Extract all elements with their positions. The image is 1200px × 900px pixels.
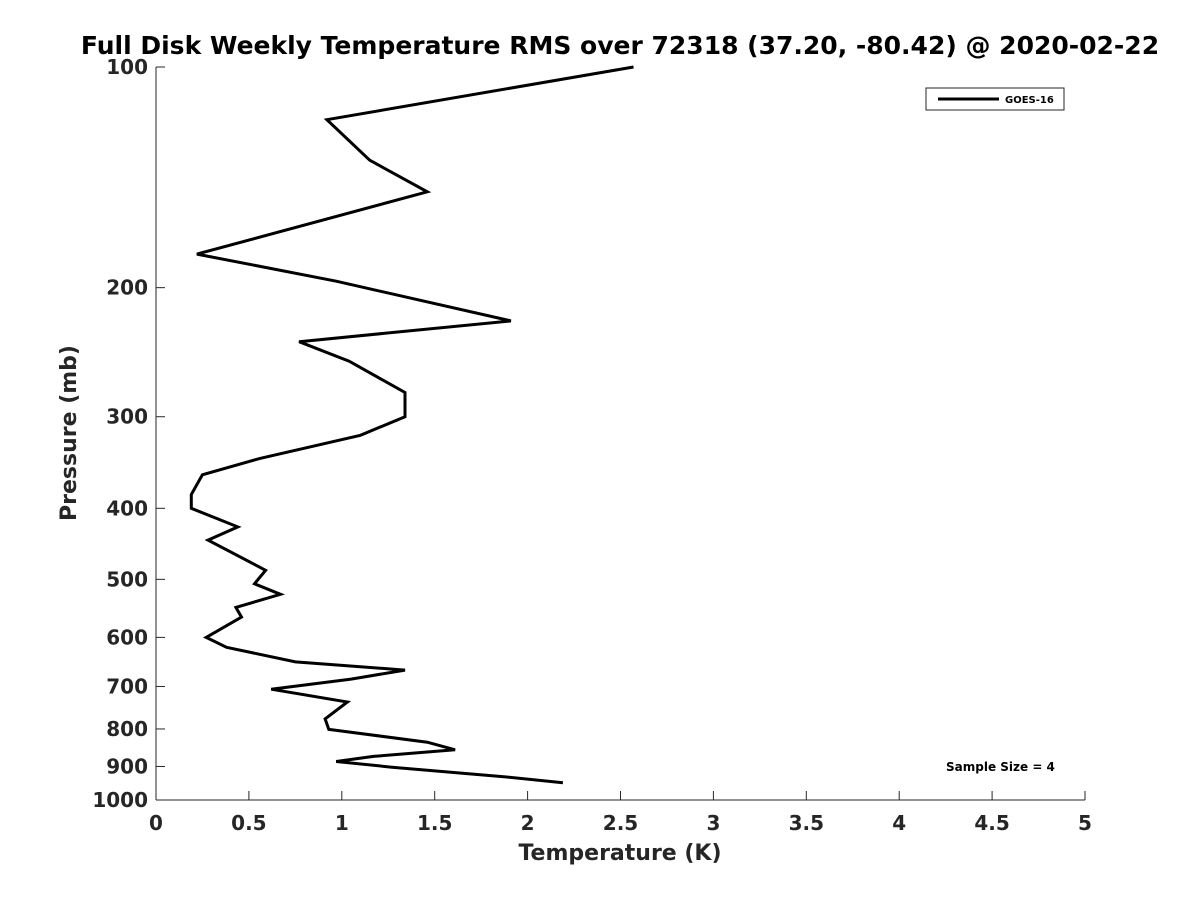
x-tick-label: 2.5 bbox=[603, 811, 638, 835]
x-tick-label: 1.5 bbox=[417, 811, 452, 835]
series-line-goes-16 bbox=[189, 65, 634, 785]
y-axis-label: Pressure (mb) bbox=[57, 345, 82, 521]
chart-title: Full Disk Weekly Temperature RMS over 72… bbox=[81, 31, 1159, 60]
y-tick-label: 200 bbox=[106, 276, 148, 300]
x-tick-label: 0 bbox=[149, 811, 163, 835]
y-tick-label: 600 bbox=[106, 625, 148, 649]
x-tick-label: 4.5 bbox=[974, 811, 1009, 835]
y-tick-label: 900 bbox=[106, 754, 148, 778]
x-tick-label: 3 bbox=[706, 811, 720, 835]
sample-size-annotation: Sample Size = 4 bbox=[946, 760, 1055, 774]
y-tick-label: 1000 bbox=[92, 788, 148, 812]
legend-label-goes-16: GOES-16 bbox=[1005, 95, 1054, 106]
y-tick-label: 800 bbox=[106, 717, 148, 741]
x-tick-label: 1 bbox=[335, 811, 349, 835]
y-tick-label: 700 bbox=[106, 674, 148, 698]
y-tick-label: 500 bbox=[106, 567, 148, 591]
series-layer bbox=[189, 65, 634, 785]
x-axis-ticks: 0 0.5 1 1.5 2 2.5 3 3.5 4 4.5 5 bbox=[149, 791, 1092, 835]
y-tick-label: 400 bbox=[106, 496, 148, 520]
y-tick-label: 300 bbox=[106, 405, 148, 429]
y-tick-label: 100 bbox=[106, 55, 148, 79]
x-tick-label: 3.5 bbox=[789, 811, 824, 835]
x-tick-label: 0.5 bbox=[231, 811, 266, 835]
x-tick-label: 2 bbox=[521, 811, 535, 835]
x-tick-label: 5 bbox=[1078, 811, 1092, 835]
legend: GOES-16 bbox=[925, 87, 1065, 111]
y-axis-ticks: 100 200 300 400 500 600 700 800 900 1000 bbox=[92, 55, 165, 812]
x-axis-label: Temperature (K) bbox=[518, 841, 721, 866]
x-tick-label: 4 bbox=[892, 811, 906, 835]
